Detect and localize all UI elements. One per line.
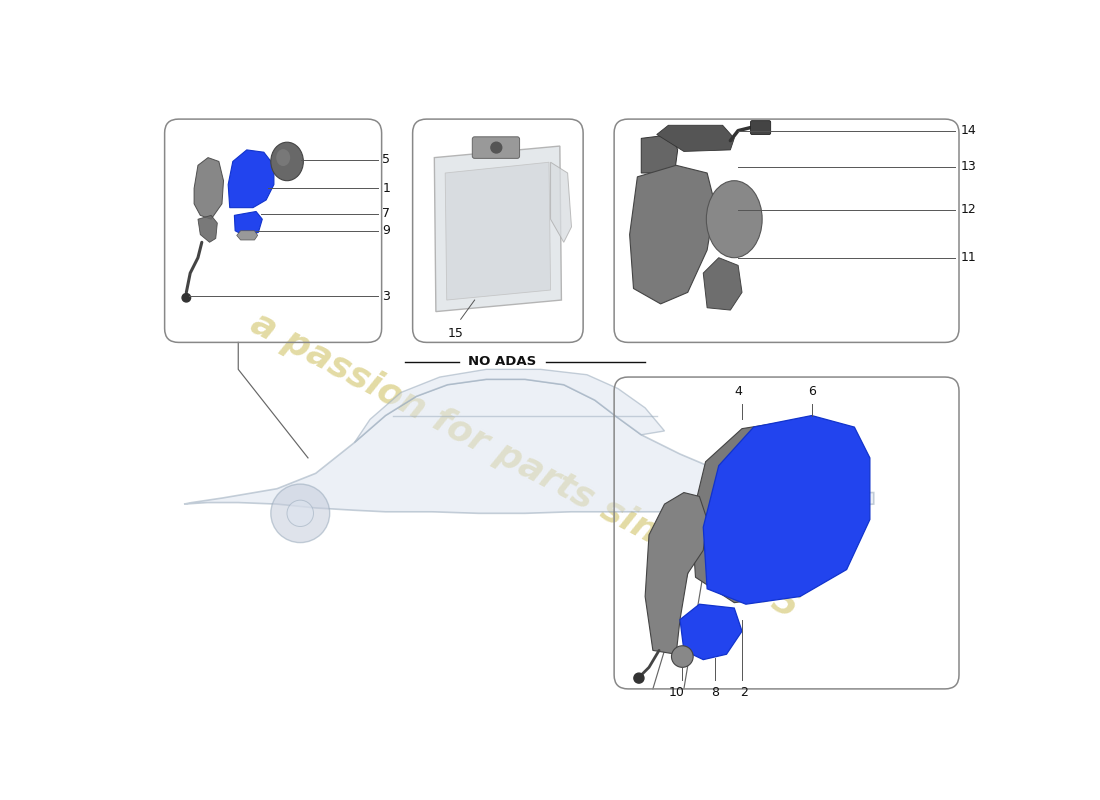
Polygon shape xyxy=(680,604,742,660)
Circle shape xyxy=(271,484,330,542)
Polygon shape xyxy=(446,162,551,300)
Text: 13: 13 xyxy=(960,160,977,174)
Polygon shape xyxy=(434,146,561,311)
Polygon shape xyxy=(645,493,707,654)
Circle shape xyxy=(634,673,643,683)
Circle shape xyxy=(183,294,190,302)
Polygon shape xyxy=(198,215,218,242)
Polygon shape xyxy=(703,258,742,310)
Text: a passion for parts since 1985: a passion for parts since 1985 xyxy=(245,306,804,625)
Polygon shape xyxy=(228,150,274,208)
Ellipse shape xyxy=(271,142,304,181)
Text: 5: 5 xyxy=(383,154,390,166)
Text: 15: 15 xyxy=(448,327,463,340)
Circle shape xyxy=(491,142,502,153)
Text: NO ADAS: NO ADAS xyxy=(468,355,536,368)
Text: 9: 9 xyxy=(383,224,390,238)
Polygon shape xyxy=(657,126,735,151)
Polygon shape xyxy=(551,162,572,242)
Polygon shape xyxy=(629,166,715,304)
Polygon shape xyxy=(234,211,262,237)
Text: 14: 14 xyxy=(960,124,977,137)
Polygon shape xyxy=(692,419,850,602)
Circle shape xyxy=(287,500,314,526)
Polygon shape xyxy=(641,134,678,173)
Polygon shape xyxy=(354,370,664,442)
Text: 6: 6 xyxy=(807,385,816,398)
Ellipse shape xyxy=(276,149,290,166)
Circle shape xyxy=(728,500,756,526)
Text: 10: 10 xyxy=(668,686,684,699)
Polygon shape xyxy=(184,379,873,514)
Text: 12: 12 xyxy=(960,203,977,217)
Circle shape xyxy=(671,646,693,667)
Text: 1: 1 xyxy=(383,182,390,195)
Text: 8: 8 xyxy=(711,686,719,699)
Text: 4: 4 xyxy=(734,385,742,398)
Circle shape xyxy=(713,484,771,542)
Text: 3: 3 xyxy=(383,290,390,302)
Text: 2: 2 xyxy=(740,686,748,699)
Polygon shape xyxy=(236,230,257,240)
Ellipse shape xyxy=(706,181,762,258)
Polygon shape xyxy=(194,158,223,219)
Text: 11: 11 xyxy=(960,251,977,264)
Polygon shape xyxy=(703,415,870,604)
FancyBboxPatch shape xyxy=(472,137,519,158)
FancyBboxPatch shape xyxy=(750,121,771,134)
Text: 7: 7 xyxy=(383,207,390,220)
